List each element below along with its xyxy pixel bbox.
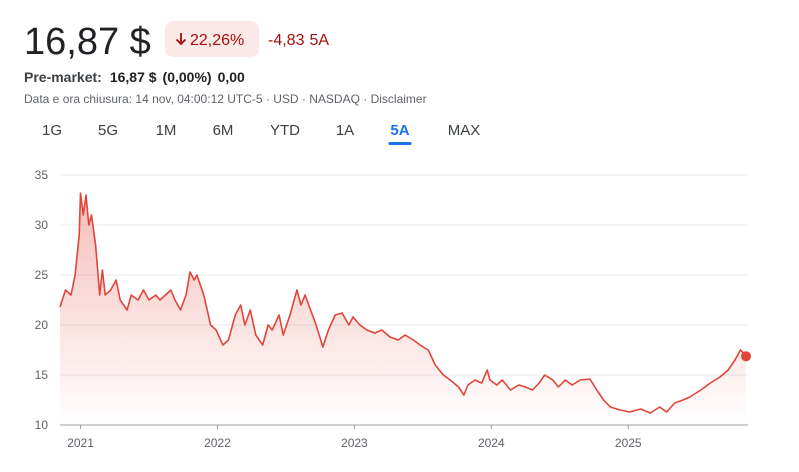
tab[interactable]: 1G: [42, 122, 62, 139]
pre-market-change: 0,00: [218, 69, 245, 85]
tab[interactable]: 5G: [98, 122, 118, 139]
pre-market-price: 16,87 $: [110, 69, 157, 85]
change-badge: [165, 21, 259, 57]
tabs: 1G 5G 1M 6M YTD 1A 5A MAX: [42, 122, 480, 145]
x-tick-label: 2025: [615, 436, 642, 450]
y-tick-label: 25: [35, 268, 49, 282]
x-tick-label: 2021: [67, 436, 94, 450]
pre-market-label: Pre-market:: [24, 69, 102, 85]
change-period: 5A: [309, 32, 329, 49]
y-tick-label: 15: [35, 368, 49, 382]
y-tick-label: 10: [35, 418, 49, 432]
y-tick-label: 30: [35, 218, 49, 232]
x-tick-label: 2022: [204, 436, 231, 450]
y-tick-label: 35: [35, 168, 49, 182]
down-arrow: [175, 33, 187, 46]
tab[interactable]: MAX: [448, 122, 481, 139]
info-line: Data e ora chiusura: 14 nov, 04:00:12 UT…: [24, 92, 427, 106]
pre-market: Pre-market: 16,87 $ (0,00%) 0,00: [24, 69, 245, 85]
x-tick-label: 2024: [478, 436, 505, 450]
y-tick-label: 20: [35, 318, 49, 332]
x-tick-label: 2023: [341, 436, 368, 450]
pre-market-pct: (0,00%): [163, 69, 212, 85]
change-value: -4,83: [268, 32, 305, 49]
price: 16,87 $: [24, 21, 151, 63]
area-fill: [60, 193, 746, 425]
tab[interactable]: YTD: [270, 122, 300, 139]
active-tab-underline: [388, 142, 412, 145]
price-line: [59, 192, 747, 414]
tab[interactable]: 6M: [213, 122, 234, 139]
change-abs: -4,83 5A: [268, 32, 329, 49]
tab[interactable]: 1M: [156, 122, 177, 139]
last-point: [741, 351, 751, 362]
change-pct: 22,26%: [190, 32, 244, 49]
tab[interactable]: 1A: [336, 122, 354, 139]
tab[interactable]: 5A: [390, 122, 409, 139]
